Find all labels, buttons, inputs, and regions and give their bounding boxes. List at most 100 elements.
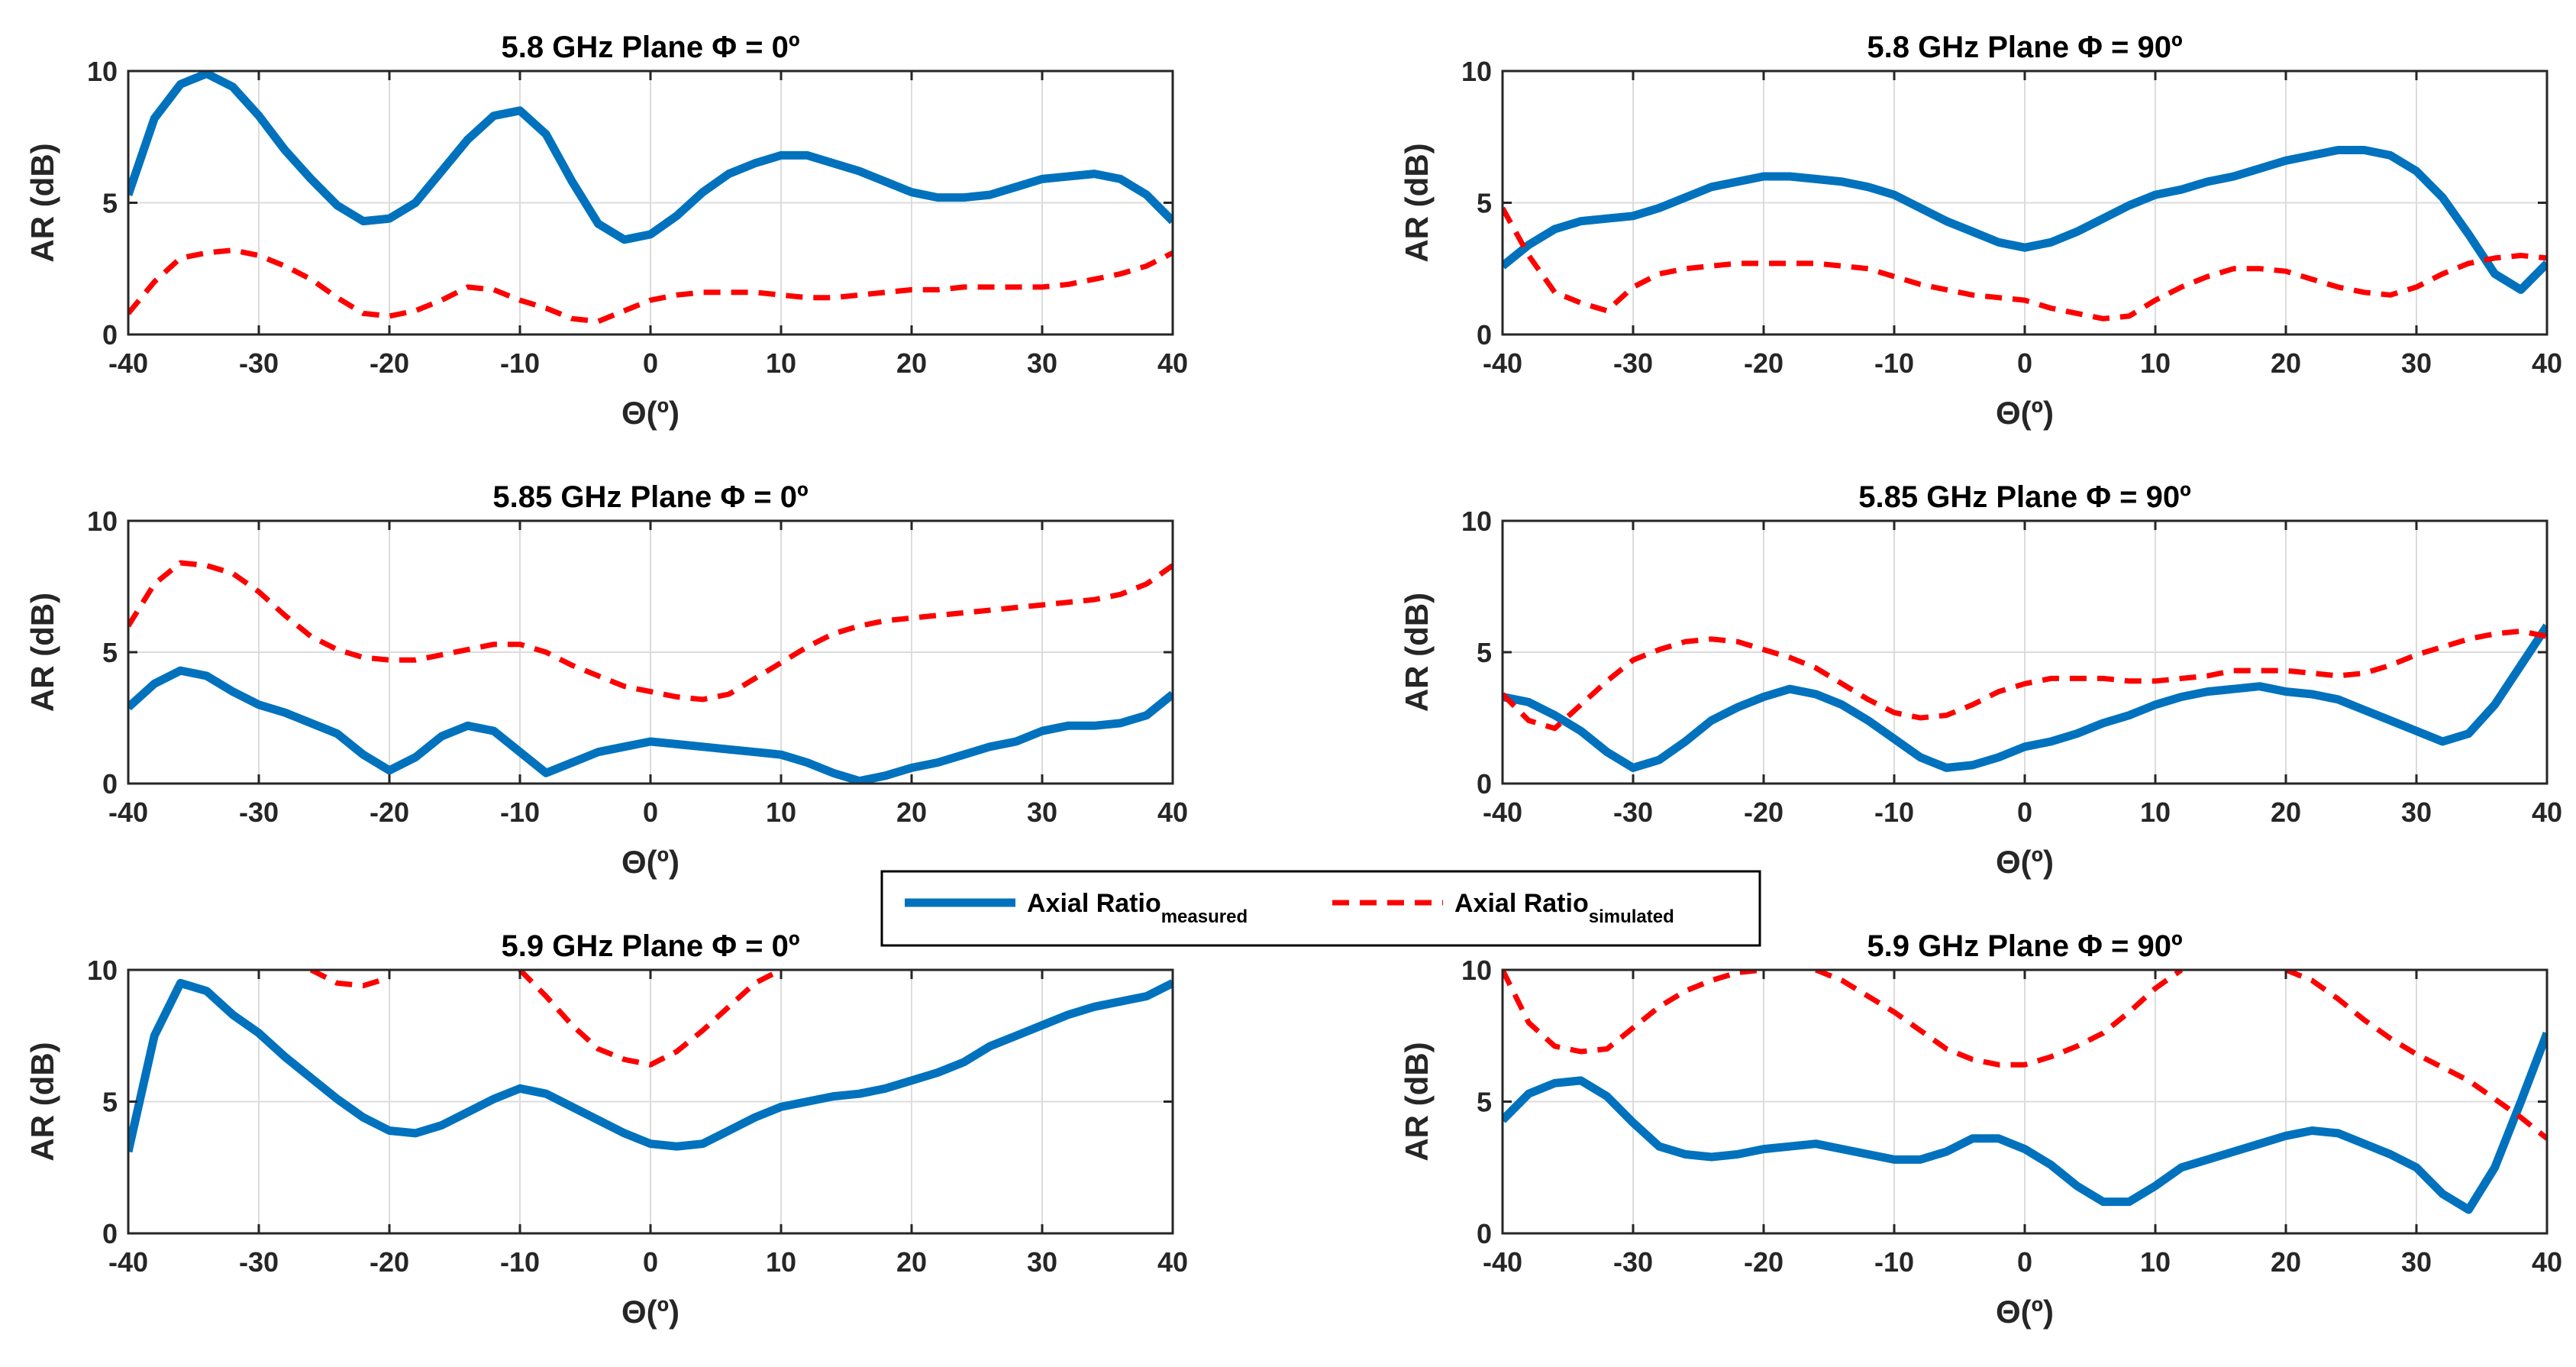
y-tick-label: 5 — [102, 1087, 118, 1118]
y-tick-label: 5 — [102, 188, 118, 219]
x-tick-label: -20 — [370, 1246, 409, 1278]
x-tick-label: 0 — [643, 1246, 658, 1278]
chart-title: 5.85 GHz Plane Φ = 0º — [492, 480, 808, 514]
x-tick-label: -10 — [500, 1246, 540, 1278]
y-tick-label: 0 — [102, 768, 118, 800]
x-tick-label: 40 — [1157, 797, 1188, 828]
x-tick-label: -20 — [1744, 347, 1784, 379]
y-axis-label: AR (dB) — [24, 1042, 60, 1161]
x-tick-label: -10 — [500, 797, 540, 828]
y-tick-label: 5 — [102, 637, 118, 668]
y-tick-label: 0 — [1477, 768, 1492, 800]
x-tick-label: -30 — [1613, 797, 1653, 828]
x-tick-label: 40 — [2532, 797, 2562, 828]
y-tick-label: 10 — [1461, 955, 1492, 986]
x-tick-label: -30 — [1613, 347, 1653, 379]
x-tick-label: 30 — [2401, 797, 2432, 828]
chart-panel-3: -40 -30 -20 -10 0 10 20 30 40 0 5 10 5.85 GHz Plane … — [24, 480, 1188, 880]
x-tick-label: -40 — [108, 347, 148, 379]
y-axis-label: AR (dB) — [1399, 1042, 1435, 1161]
x-tick-label: 0 — [643, 797, 658, 828]
chart-title: 5.85 GHz Plane Φ = 90º — [1858, 480, 2190, 514]
x-tick-label: 30 — [1027, 1246, 1057, 1278]
y-axis-label: AR (dB) — [1399, 143, 1435, 262]
x-tick-label: -30 — [239, 797, 279, 828]
x-tick-label: -30 — [239, 347, 279, 379]
x-axis-label: Θ(º) — [1996, 844, 2054, 880]
x-tick-label: 10 — [766, 347, 796, 379]
y-tick-label: 10 — [1461, 506, 1492, 537]
x-tick-label: 40 — [1157, 347, 1188, 379]
simulated-series-line — [1503, 206, 2547, 322]
y-tick-label: 5 — [1477, 637, 1492, 668]
measured-series-line — [1503, 146, 2547, 294]
x-tick-label: -30 — [1613, 1246, 1653, 1278]
measured-series-line — [128, 71, 1173, 244]
x-tick-label: -20 — [370, 797, 409, 828]
x-axis-label: Θ(º) — [621, 395, 680, 431]
chart-panel-5: -40 -30 -20 -10 0 10 20 30 40 0 5 10 5.9 GHz Plane Φ… — [24, 929, 1188, 1330]
chart-panel-1: -40 -30 -20 -10 0 10 20 30 40 0 5 10 5.8 GHz Plane Φ… — [24, 31, 1188, 431]
x-tick-label: 40 — [2532, 347, 2562, 379]
x-tick-label: 20 — [896, 1246, 927, 1278]
x-tick-label: 20 — [2271, 1246, 2301, 1278]
y-tick-label: 5 — [1477, 188, 1492, 219]
y-tick-label: 0 — [102, 319, 118, 351]
x-tick-label: -40 — [108, 1246, 148, 1278]
chart-title: 5.9 GHz Plane Φ = 90º — [1867, 929, 2182, 963]
x-axis-label: Θ(º) — [621, 1294, 680, 1330]
simulated-series-line — [1503, 970, 2547, 1141]
x-tick-label: 30 — [1027, 797, 1057, 828]
chart-panel-4: -40 -30 -20 -10 0 10 20 30 40 0 5 10 5.85 GHz Plane … — [1399, 480, 2562, 880]
y-tick-label: 0 — [102, 1218, 118, 1249]
chart-panel-6: -40 -30 -20 -10 0 10 20 30 40 0 5 10 5.9 GHz Plane Φ… — [1399, 929, 2562, 1330]
y-axis-label: AR (dB) — [24, 143, 60, 262]
simulated-series-line — [1503, 629, 2547, 732]
y-tick-label: 10 — [87, 506, 118, 537]
x-axis-label: Θ(º) — [621, 844, 680, 880]
x-tick-label: 0 — [2017, 1246, 2032, 1278]
x-tick-label: 30 — [2401, 1246, 2432, 1278]
x-tick-label: 40 — [1157, 1246, 1188, 1278]
y-axis-label: AR (dB) — [24, 593, 60, 712]
x-tick-label: 40 — [2532, 1246, 2562, 1278]
x-tick-label: -10 — [1874, 1246, 1914, 1278]
x-tick-label: 0 — [643, 347, 658, 379]
x-tick-label: 10 — [766, 797, 796, 828]
chart-title: 5.9 GHz Plane Φ = 0º — [502, 929, 800, 963]
x-tick-label: -10 — [1874, 797, 1914, 828]
x-axis-label: Θ(º) — [1996, 395, 2054, 431]
simulated-series-line — [128, 560, 1173, 703]
x-tick-label: -20 — [370, 347, 409, 379]
x-tick-label: -40 — [1483, 347, 1522, 379]
x-tick-label: 20 — [896, 347, 927, 379]
x-tick-label: 20 — [2271, 347, 2301, 379]
chart-title: 5.8 GHz Plane Φ = 0º — [502, 31, 800, 64]
x-tick-label: 20 — [2271, 797, 2301, 828]
legend-box — [880, 870, 1761, 947]
simulated-series-line — [309, 970, 783, 1068]
x-tick-label: -30 — [239, 1246, 279, 1278]
chart-panel-2: -40 -30 -20 -10 0 10 20 30 40 0 5 10 5.8 GHz Plane Φ… — [1399, 31, 2562, 431]
y-tick-label: 0 — [1477, 319, 1492, 351]
x-tick-label: -20 — [1744, 797, 1784, 828]
y-tick-label: 0 — [1477, 1218, 1492, 1249]
x-tick-label: -20 — [1744, 1246, 1784, 1278]
x-tick-label: -10 — [500, 347, 540, 379]
y-tick-label: 10 — [1461, 56, 1492, 87]
x-tick-label: -10 — [1874, 347, 1914, 379]
x-tick-label: 0 — [2017, 797, 2032, 828]
chart-title: 5.8 GHz Plane Φ = 90º — [1867, 31, 2182, 64]
measured-series-line — [128, 978, 1173, 1153]
x-tick-label: 30 — [2401, 347, 2432, 379]
x-tick-label: -40 — [1483, 797, 1522, 828]
x-tick-label: 0 — [2017, 347, 2032, 379]
simulated-series-line — [128, 247, 1173, 325]
x-tick-label: 10 — [2140, 1246, 2171, 1278]
y-tick-label: 10 — [87, 955, 118, 986]
y-tick-label: 10 — [87, 56, 118, 87]
measured-series-line — [1503, 1031, 2547, 1214]
x-axis-label: Θ(º) — [1996, 1294, 2054, 1330]
x-tick-label: -40 — [1483, 1246, 1522, 1278]
